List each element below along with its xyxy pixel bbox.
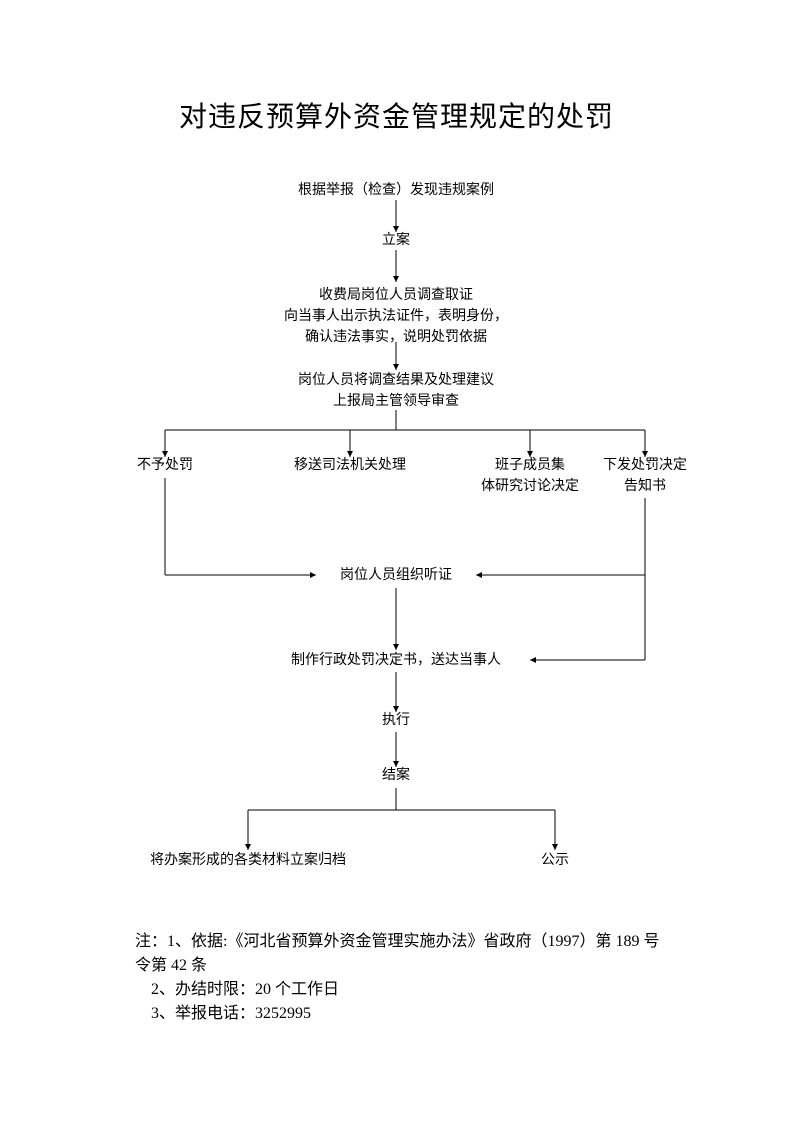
flow-node-n11: 执行 bbox=[366, 710, 426, 731]
note-line: 注：1、依据:《河北省预算外资金管理实施办法》省政府（1997）第 189 号令… bbox=[135, 930, 675, 978]
flow-node-n4: 岗位人员将调查结果及处理建议 上报局主管领导审查 bbox=[276, 370, 516, 412]
flow-node-n6: 移送司法机关处理 bbox=[280, 455, 420, 476]
flow-node-n12: 结案 bbox=[366, 765, 426, 786]
flow-node-n13: 将办案形成的各类材料立案归档 bbox=[128, 850, 368, 871]
note-line: 3、举报电话：3252995 bbox=[135, 1002, 675, 1026]
flow-node-n9: 岗位人员组织听证 bbox=[321, 565, 471, 586]
flow-node-n2: 立案 bbox=[366, 230, 426, 251]
flow-node-n14: 公示 bbox=[525, 850, 585, 871]
flow-node-n10: 制作行政处罚决定书，送达当事人 bbox=[266, 650, 526, 671]
note-line: 2、办结时限：20 个工作日 bbox=[135, 978, 675, 1002]
flow-node-n1: 根据举报（检查）发现违规案例 bbox=[276, 180, 516, 201]
flow-node-n5: 不予处罚 bbox=[120, 455, 210, 476]
flow-node-n3: 收费局岗位人员调查取证 向当事人出示执法证件，表明身份， 确认违法事实，说明处罚… bbox=[266, 285, 526, 348]
flow-node-n8: 下发处罚决定 告知书 bbox=[590, 455, 700, 497]
notes-block: 注：1、依据:《河北省预算外资金管理实施办法》省政府（1997）第 189 号令… bbox=[135, 930, 675, 1026]
flow-node-n7: 班子成员集 体研究讨论决定 bbox=[470, 455, 590, 497]
